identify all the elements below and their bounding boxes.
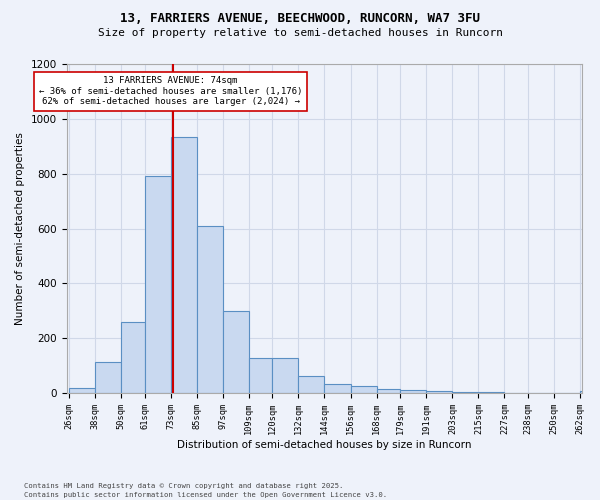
Text: Contains public sector information licensed under the Open Government Licence v3: Contains public sector information licen… <box>24 492 387 498</box>
Bar <box>68 388 95 393</box>
Text: Contains HM Land Registry data © Crown copyright and database right 2025.: Contains HM Land Registry data © Crown c… <box>24 483 343 489</box>
Bar <box>95 362 121 393</box>
Bar <box>248 358 272 393</box>
Bar <box>170 136 197 393</box>
Bar <box>121 322 145 393</box>
Text: 13 FARRIERS AVENUE: 74sqm
← 36% of semi-detached houses are smaller (1,176)
62% : 13 FARRIERS AVENUE: 74sqm ← 36% of semi-… <box>39 76 302 106</box>
Bar <box>145 176 170 393</box>
Bar <box>298 376 325 393</box>
X-axis label: Distribution of semi-detached houses by size in Runcorn: Distribution of semi-detached houses by … <box>177 440 472 450</box>
Bar <box>478 392 505 393</box>
Text: 13, FARRIERS AVENUE, BEECHWOOD, RUNCORN, WA7 3FU: 13, FARRIERS AVENUE, BEECHWOOD, RUNCORN,… <box>120 12 480 26</box>
Bar <box>197 226 223 393</box>
Y-axis label: Number of semi-detached properties: Number of semi-detached properties <box>15 132 25 325</box>
Bar <box>223 311 248 393</box>
Bar <box>325 384 350 393</box>
Bar <box>427 391 452 393</box>
Bar <box>580 391 600 393</box>
Bar <box>377 390 400 393</box>
Bar <box>400 390 427 393</box>
Bar <box>272 358 298 393</box>
Bar <box>452 392 478 393</box>
Bar <box>505 392 528 393</box>
Text: Size of property relative to semi-detached houses in Runcorn: Size of property relative to semi-detach… <box>97 28 503 38</box>
Bar <box>350 386 377 393</box>
